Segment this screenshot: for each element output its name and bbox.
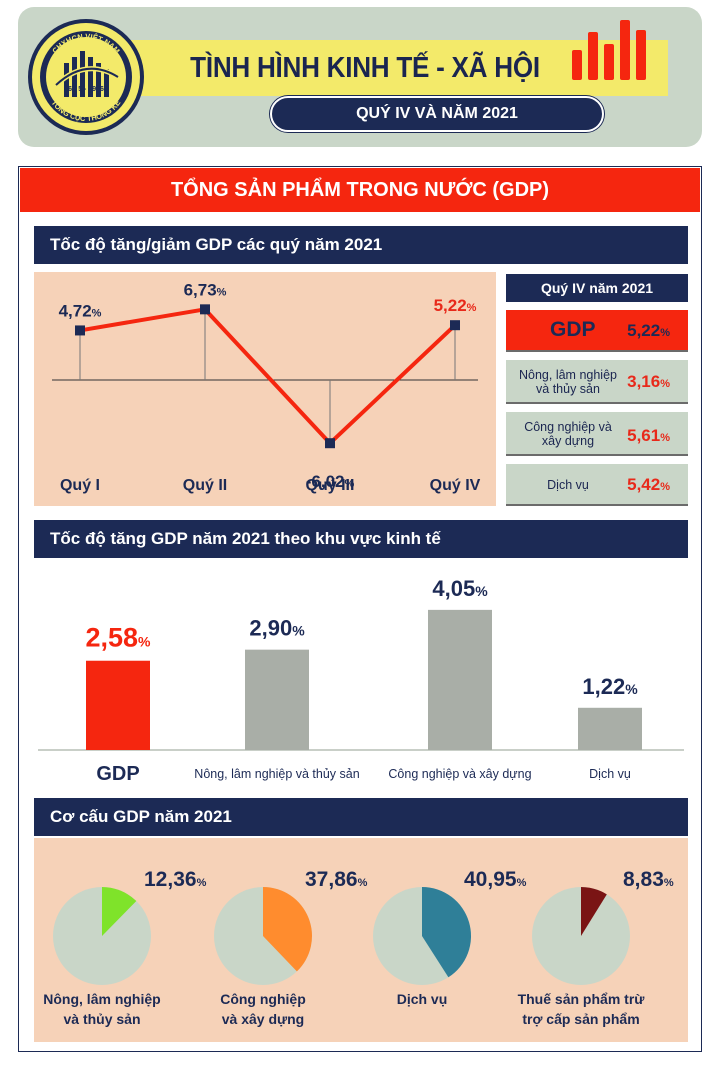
pie-label-4-line1: Thuế sản phẩm trừ xyxy=(518,991,646,1007)
pie-label-3-line1: Dịch vụ xyxy=(397,991,448,1007)
q4-agri-value: 3,16% xyxy=(627,372,670,391)
line-category-label-3: Quý III xyxy=(306,477,355,494)
line-category-label-2: Quý II xyxy=(183,477,227,494)
bar-2 xyxy=(245,649,309,750)
gdp-line xyxy=(79,307,457,446)
pie-label-1-line1: Nông, lâm nghiệp xyxy=(43,991,160,1007)
q4-services-box: Dịch vụ 5,42% xyxy=(506,464,688,506)
q4-industry-value: 5,61% xyxy=(627,426,670,445)
line-point-2 xyxy=(200,304,210,315)
bar-data-label-4: 1,22% xyxy=(582,674,638,699)
quarterly-line-chart: 4,72% 6,73% -6,02% 5,22% Quý I Quý II Quý III Q… xyxy=(52,280,481,494)
section-title-sectors: Tốc độ tăng GDP năm 2021 theo khu vực ki… xyxy=(34,520,688,558)
bar-data-label-3: 4,05% xyxy=(432,576,488,601)
bar-category-label-4: Dịch vụ xyxy=(589,767,631,781)
q4-gdp-box: GDP 5,22% xyxy=(506,310,688,352)
line-data-label-2: 6,73% xyxy=(184,280,227,299)
q4-gdp-label: GDP xyxy=(550,318,596,341)
gso-logo: CHXHCN VIỆT NAM 6 - 5 - 1946 TỔNG CỤC TH… xyxy=(28,19,144,135)
line-data-label-4: 5,22% xyxy=(434,296,477,315)
pie-slice-4 xyxy=(581,887,607,936)
pie-value-label-4: 8,83% xyxy=(623,868,674,891)
section-title-structure: Cơ cấu GDP năm 2021 xyxy=(34,798,688,836)
pie-value-label-2: 37,86% xyxy=(305,868,368,891)
bar-chart-icon xyxy=(572,20,646,80)
q4-services-value: 5,42% xyxy=(627,475,670,494)
q4-services-label: Dịch vụ xyxy=(547,478,589,492)
bar-1 xyxy=(86,660,150,750)
pie-label-2-line1: Công nghiệp xyxy=(220,991,306,1007)
structure-pie-charts: 12,36% Nông, lâm nghiệp và thủy sản 37,86% C… xyxy=(43,868,674,1027)
line-point-3 xyxy=(325,438,335,449)
bar-category-label-3: Công nghiệp và xây dựng xyxy=(388,767,531,781)
q4-gdp-value: 5,22% xyxy=(627,321,670,340)
bar-category-label-1: GDP xyxy=(96,763,139,785)
line-chart-panel xyxy=(34,272,496,506)
q4-agri-label: Nông, lâm nghiệp và thủy sản xyxy=(519,368,617,396)
subtitle-pill: QUÝ IV VÀ NĂM 2021 xyxy=(270,96,604,132)
bar-data-label-1: 2,58% xyxy=(85,623,151,653)
pie-slice-1 xyxy=(102,887,137,936)
line-data-label-3: -6,02% xyxy=(306,472,355,491)
pie-label-2-line2: và xây dựng xyxy=(222,1011,305,1027)
pie-label-1-line2: và thủy sản xyxy=(63,1011,140,1027)
pie-label-4-line2: trợ cấp sản phẩm xyxy=(522,1011,639,1027)
q4-industry-box: Công nghiệp và xây dựng 5,61% xyxy=(506,412,688,456)
section-title-quarterly: Tốc độ tăng/giảm GDP các quý năm 2021 xyxy=(34,226,688,264)
q4-panel-header: Quý IV năm 2021 xyxy=(506,274,688,302)
bar-data-label-2: 2,90% xyxy=(249,616,305,641)
pie-slice-3 xyxy=(422,887,471,978)
bar-4 xyxy=(578,707,642,750)
bar-category-label-2: Nông, lâm nghiệp và thủy sản xyxy=(194,767,359,781)
q4-agri-box: Nông, lâm nghiệp và thủy sản 3,16% xyxy=(506,360,688,404)
q4-industry-label: Công nghiệp và xây dựng xyxy=(524,420,612,448)
bar-3 xyxy=(428,609,492,750)
line-category-label-4: Quý IV xyxy=(430,477,481,494)
pie-slice-2 xyxy=(263,887,313,972)
gdp-banner: TỔNG SẢN PHẨM TRONG NƯỚC (GDP) xyxy=(20,168,700,212)
page-title: TÌNH HÌNH KINH TẾ - XÃ HỘI xyxy=(190,52,540,84)
pie-value-label-1: 12,36% xyxy=(144,868,207,891)
logo-date: 6 - 5 - 1946 xyxy=(68,86,104,93)
line-point-1 xyxy=(75,325,85,336)
content-frame xyxy=(18,166,702,1052)
line-category-label-1: Quý I xyxy=(60,477,100,494)
sector-bar-chart: 2,58% 2,90% 4,05% 1,22% GDP Nông, lâm nghiệp … xyxy=(38,576,684,785)
line-data-label-1: 4,72% xyxy=(59,301,102,320)
line-point-4 xyxy=(450,320,460,331)
pie-value-label-3: 40,95% xyxy=(464,868,527,891)
